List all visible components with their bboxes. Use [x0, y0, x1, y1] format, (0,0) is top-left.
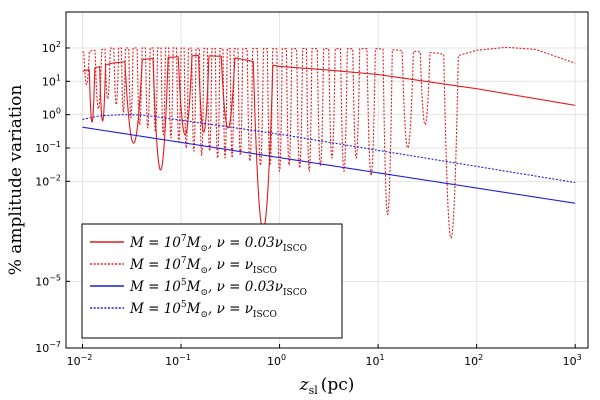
- plot-frame: [65, 11, 589, 349]
- x-tick-label: 10−1: [165, 353, 191, 368]
- x-tick-label: 101: [366, 353, 385, 368]
- x-tick-label: 103: [563, 353, 582, 368]
- x-tick-label: 102: [464, 353, 483, 368]
- series-red-solid: [82, 54, 576, 231]
- x-axis-label: zsl (pc): [299, 375, 355, 397]
- legend-label-blue-solid: M = 105M⊙, ν = 0.03νISCO: [129, 278, 307, 298]
- series-blue-dotted: [82, 114, 576, 184]
- legend-label-blue-dotted: M = 105M⊙, ν = νISCO: [129, 300, 277, 320]
- y-tick-label: 10−1: [35, 140, 61, 155]
- legend-label-red-solid: M = 107M⊙, ν = 0.03νISCO: [129, 234, 307, 254]
- y-tick-label: 102: [42, 40, 61, 55]
- y-tick-label: 10−5: [35, 273, 61, 288]
- series-group: [82, 46, 576, 239]
- x-tick-label: 100: [267, 353, 286, 368]
- y-tick-label: 100: [42, 107, 61, 122]
- tick-labels: 10−2 10−1 100 101 102 103 102 101 100 10−1 10−2 10−…: [35, 40, 582, 368]
- series-blue-solid: [82, 126, 576, 204]
- legend-box: [81, 223, 343, 339]
- legend-label-red-dotted: M = 107M⊙, ν = νISCO: [129, 256, 277, 276]
- y-tick-label: 101: [42, 73, 61, 88]
- x-tick-label: 10−2: [67, 353, 93, 368]
- y-tick-label: 10−2: [35, 173, 61, 188]
- axis-ticks: [66, 47, 576, 349]
- y-axis-label: % amplitude variation: [6, 85, 26, 276]
- y-tick-label: 10−7: [35, 340, 61, 355]
